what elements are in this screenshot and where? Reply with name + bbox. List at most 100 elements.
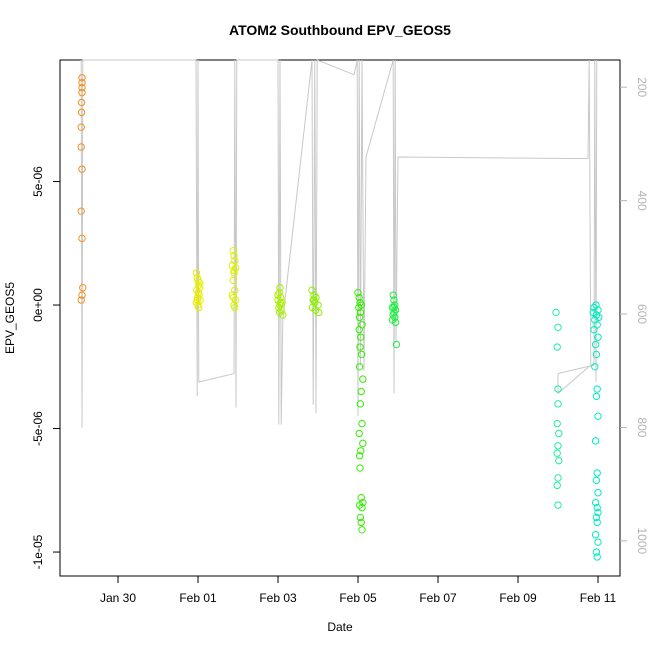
data-point (390, 303, 398, 312)
data-point (594, 538, 602, 546)
data-point (554, 323, 562, 331)
data-point (594, 333, 602, 341)
data-point (359, 439, 367, 448)
data-point (356, 513, 365, 522)
data-point (591, 437, 600, 445)
data-point (593, 553, 601, 561)
data-point (592, 311, 601, 319)
data-point (78, 234, 86, 243)
data-point (390, 296, 398, 304)
y2-tick-label: 1000 (635, 527, 649, 554)
x-axis-label: Date (327, 620, 353, 634)
data-point (357, 493, 365, 502)
data-point (315, 308, 323, 317)
data-point (593, 385, 601, 393)
y2-tick-label: 600 (635, 304, 649, 324)
data-point (591, 363, 599, 371)
data-point (77, 207, 85, 215)
data-point (555, 456, 563, 465)
data-point (552, 308, 560, 317)
data-point (192, 269, 201, 277)
data-point (355, 452, 364, 460)
data-point (308, 286, 316, 294)
data-point (357, 301, 365, 309)
data-point (554, 400, 562, 408)
data-point (354, 288, 362, 297)
data-point (590, 303, 598, 312)
x-tick-label: Feb 11 (580, 591, 617, 605)
data-point (590, 326, 598, 334)
data-point (230, 266, 238, 275)
data-point (355, 303, 363, 312)
data-point (195, 279, 204, 287)
chart-title: ATOM2 Southbound EPV_GEOS5 (229, 22, 451, 38)
y-tick-label: 5e-06 (31, 166, 45, 197)
y-tick-label: -5e-06 (31, 411, 45, 446)
data-point (274, 296, 282, 304)
data-point (193, 296, 201, 304)
data-point (229, 246, 237, 255)
data-point (554, 385, 562, 393)
x-tick-label: Feb 01 (179, 591, 217, 605)
data-point (355, 501, 364, 509)
data-point (274, 291, 282, 299)
data-point (594, 412, 602, 420)
x-tick-label: Feb 07 (419, 591, 457, 605)
data-point (358, 419, 366, 428)
data-point (78, 88, 86, 97)
data-point (356, 343, 364, 351)
data-point (279, 311, 287, 319)
data-point (230, 269, 238, 277)
data-point (231, 303, 239, 312)
data-point (79, 284, 87, 292)
data-point (229, 293, 237, 302)
data-point (356, 464, 364, 472)
data-point (229, 276, 237, 285)
data-point (77, 123, 85, 131)
data-point (554, 442, 562, 450)
data-point (276, 298, 285, 307)
data-point (555, 429, 563, 438)
data-point (230, 251, 238, 260)
x-tick-label: Jan 30 (100, 591, 136, 605)
data-point (357, 387, 365, 396)
data-point (355, 293, 363, 302)
data-point (593, 518, 601, 527)
data-point (593, 503, 601, 512)
x-tick-label: Feb 05 (339, 591, 377, 605)
data-point (78, 83, 86, 92)
data-point (78, 79, 86, 87)
data-point (355, 326, 363, 334)
data-point (355, 313, 364, 322)
data-point (592, 301, 600, 309)
data-point (595, 313, 603, 322)
data-point (357, 350, 366, 359)
data-point (554, 501, 562, 509)
data-point (591, 498, 600, 507)
data-point (357, 447, 365, 455)
data-point (77, 98, 86, 107)
data-point (310, 296, 318, 304)
data-point (391, 313, 399, 322)
data-point (554, 474, 562, 482)
data-point (591, 340, 600, 349)
data-point (357, 518, 365, 527)
data-point (357, 333, 365, 341)
data-point (310, 291, 318, 299)
data-point (231, 296, 240, 304)
data-point (592, 350, 601, 359)
data-point (77, 296, 85, 304)
data-point (78, 74, 86, 82)
data-point (594, 508, 602, 517)
data-point (553, 343, 561, 351)
data-point (78, 165, 86, 173)
y2-tick-label: 800 (635, 417, 649, 437)
data-point (355, 363, 364, 371)
data-point (592, 476, 601, 485)
data-point (389, 291, 397, 299)
data-point (358, 526, 366, 534)
data-point (355, 429, 363, 438)
data-point (356, 400, 365, 408)
data-point (593, 469, 601, 477)
